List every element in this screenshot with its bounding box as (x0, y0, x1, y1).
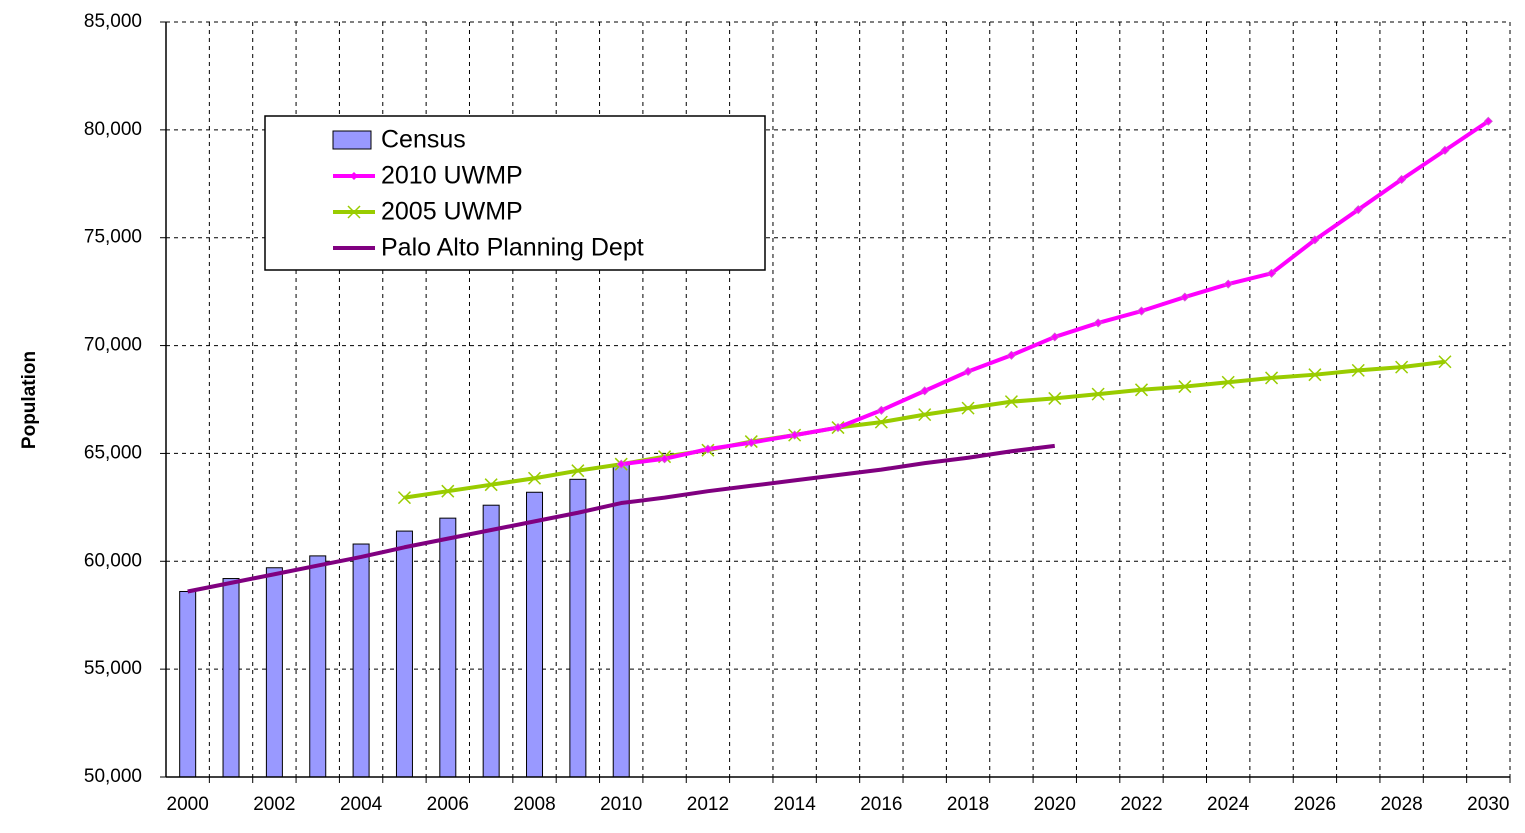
legend-label: 2010 UWMP (381, 162, 523, 190)
x-tick-label: 2012 (687, 794, 729, 815)
x-tick-label: 2024 (1207, 794, 1250, 815)
marker (1091, 387, 1105, 401)
bar (526, 491, 544, 778)
line (187, 443, 1056, 594)
marker (1483, 116, 1493, 126)
marker (1006, 350, 1016, 360)
marker (1050, 332, 1060, 342)
marker (918, 408, 932, 422)
line (404, 359, 1446, 500)
x-tick-label: 2020 (1034, 794, 1076, 815)
x-tick-label: 2004 (340, 794, 383, 815)
bar (395, 530, 413, 778)
marker (1440, 145, 1450, 155)
marker (1223, 279, 1233, 289)
x-tick-label: 2030 (1467, 794, 1509, 815)
marker (441, 484, 455, 498)
x-tick-label: 2010 (600, 794, 642, 815)
bar (612, 463, 630, 778)
marker (961, 401, 975, 415)
marker (790, 430, 800, 440)
marker (876, 405, 886, 415)
marker (1221, 375, 1235, 389)
marker (1397, 174, 1407, 185)
y-tick-label: 70,000 (84, 335, 142, 356)
x-tick-label: 2002 (253, 794, 295, 815)
x-tick-label: 2028 (1380, 794, 1422, 815)
legend-label: 2005 UWMP (381, 198, 523, 226)
marker (484, 478, 498, 492)
x-tick-label: 2026 (1294, 794, 1336, 815)
marker (1353, 205, 1363, 215)
marker (527, 471, 542, 485)
legend-label: Palo Alto Planning Dept (381, 234, 644, 262)
marker (833, 422, 843, 433)
marker (1266, 268, 1277, 278)
marker (660, 454, 670, 464)
marker (1048, 391, 1062, 405)
marker (1178, 380, 1192, 394)
y-tick-label: 80,000 (84, 119, 142, 140)
marker (1093, 318, 1103, 328)
marker (1438, 355, 1452, 369)
marker (874, 415, 888, 429)
marker (616, 459, 626, 469)
marker (1308, 368, 1322, 382)
marker (746, 438, 756, 448)
x-tick-label: 2022 (1120, 794, 1162, 815)
x-tick-label: 2014 (774, 794, 817, 815)
legend-marker (350, 172, 358, 180)
x-tick-label: 2018 (947, 794, 989, 815)
legend-swatch (332, 130, 372, 150)
y-tick-label: 85,000 (84, 11, 142, 32)
marker (1004, 395, 1018, 409)
bar (482, 504, 500, 778)
marker (703, 444, 713, 454)
marker (1180, 292, 1190, 302)
bar (352, 543, 370, 778)
y-tick-label: 55,000 (84, 658, 142, 679)
legend-marker (347, 205, 361, 219)
marker (1265, 371, 1279, 385)
bar (179, 590, 197, 778)
bar (265, 567, 283, 778)
marker (963, 366, 973, 377)
x-tick-label: 2006 (427, 794, 469, 815)
bar (309, 555, 327, 778)
y-tick-label: 65,000 (84, 442, 142, 463)
marker (1310, 235, 1320, 245)
y-tick-label: 50,000 (84, 766, 142, 787)
y-tick-label: 60,000 (84, 550, 142, 571)
x-tick-label: 2008 (513, 794, 555, 815)
bar (439, 517, 457, 778)
legend-label: Census (381, 126, 466, 154)
marker (1134, 383, 1149, 397)
bar (569, 478, 587, 778)
bar (222, 578, 240, 778)
marker (571, 464, 585, 478)
marker (397, 491, 411, 505)
y-axis-label: Population (19, 351, 40, 449)
marker (1351, 363, 1365, 377)
marker (920, 386, 930, 396)
marker (1395, 360, 1409, 374)
y-tick-label: 75,000 (84, 227, 142, 248)
x-tick-label: 2016 (860, 794, 902, 815)
x-tick-label: 2000 (167, 794, 209, 815)
marker (1136, 306, 1147, 316)
